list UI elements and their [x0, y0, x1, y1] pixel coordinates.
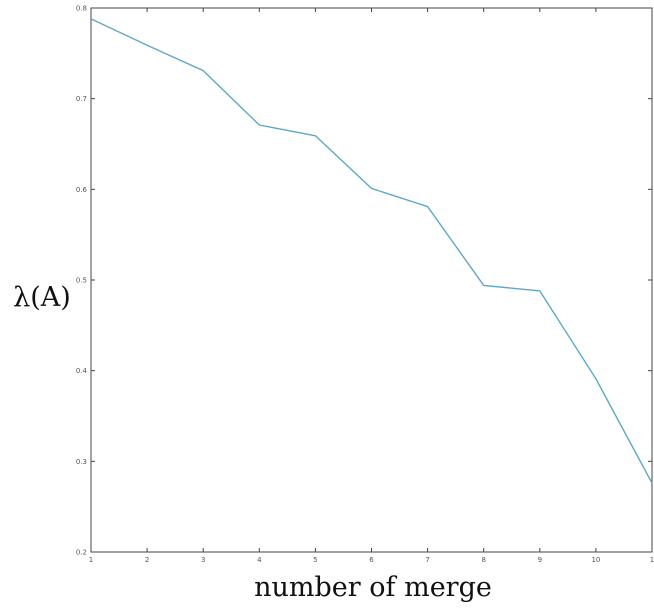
y-axis-ticks: 0.2 0.3 0.4 0.5 0.6 0.7 0.8 — [76, 5, 652, 557]
x-tick-label: 8 — [481, 556, 485, 564]
x-tick-label: 7 — [425, 556, 429, 564]
y-tick-label: 0.8 — [76, 5, 87, 13]
x-axis-ticks: 1 2 3 4 5 6 7 8 9 10 1 — [89, 8, 654, 564]
y-tick-label: 0.2 — [76, 549, 87, 557]
y-axis-title: λ(A) — [13, 282, 71, 313]
x-tick-label: 4 — [257, 556, 262, 564]
y-tick-label: 0.4 — [76, 367, 88, 375]
x-tick-label: 10 — [591, 556, 600, 564]
y-tick-label: 0.6 — [76, 186, 88, 194]
series-line — [90, 18, 653, 484]
x-tick-label: 1 — [89, 556, 93, 564]
series-layer — [90, 18, 653, 484]
x-tick-label: 6 — [369, 556, 374, 564]
x-tick-label: 3 — [201, 556, 205, 564]
x-tick-label: 1 — [650, 556, 654, 564]
x-axis-title: number of merge — [254, 572, 492, 603]
y-tick-label: 0.5 — [76, 277, 87, 285]
x-tick-label: 9 — [538, 556, 542, 564]
x-tick-label: 5 — [313, 556, 317, 564]
y-tick-label: 0.7 — [76, 95, 87, 103]
x-tick-label: 2 — [145, 556, 149, 564]
plot-area-frame — [90, 7, 653, 553]
y-tick-label: 0.3 — [76, 458, 87, 466]
